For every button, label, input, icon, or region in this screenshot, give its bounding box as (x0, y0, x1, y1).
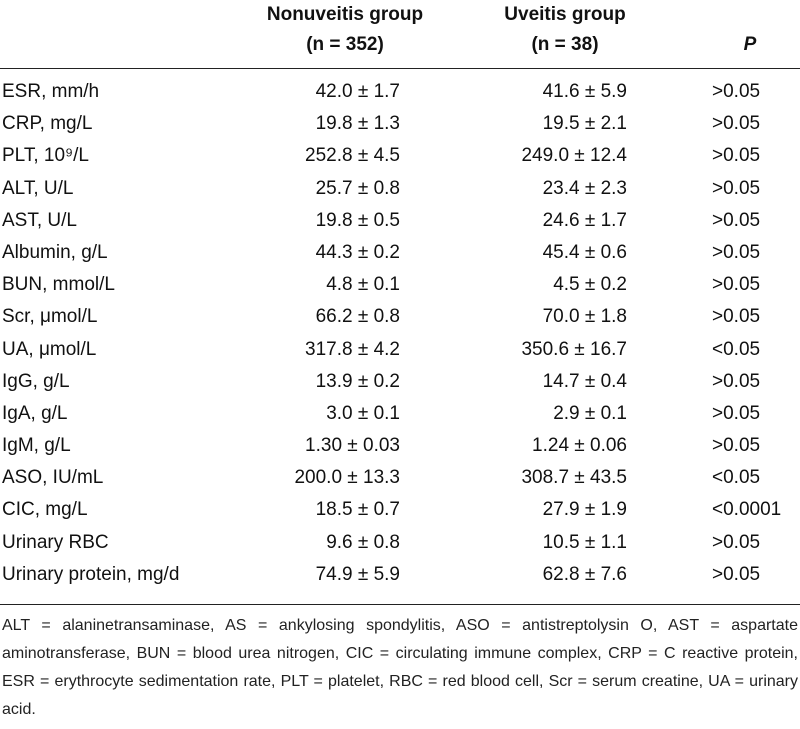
nonuveitis-value: 18.5 ± 0.7 (315, 499, 400, 521)
row-label: IgM, g/L (2, 435, 71, 457)
row-label: Urinary protein, mg/d (2, 563, 180, 585)
uveitis-value: 4.5 ± 0.2 (553, 274, 627, 296)
table-row: ASO, IU/mL 200.0 ± 13.3 308.7 ± 43.5 <0.05 (0, 462, 800, 494)
uveitis-value: 41.6 ± 5.9 (542, 81, 627, 102)
row-label: UA, μmol/L (2, 338, 97, 360)
p-value: >0.05 (712, 209, 761, 231)
header-uveitis-group: Uveitis group (n = 38) (490, 0, 640, 60)
table-row: IgG, g/L 13.9 ± 0.2 14.7 ± 0.4 >0.05 (0, 366, 800, 398)
footnote-divider (0, 604, 800, 605)
table-body: ESR, mm/h 42.0 ± 1.7 41.6 ± 5.9 >0.05 CRP, m… (0, 69, 800, 591)
uveitis-value: 70.0 ± 1.8 (542, 306, 627, 328)
uveitis-value: 2.9 ± 0.1 (553, 402, 627, 424)
row-label: CIC, mg/L (2, 499, 88, 521)
nonuveitis-value: 19.8 ± 0.5 (315, 209, 400, 231)
header-nonuveitis-title: Nonuveitis group (266, 4, 424, 25)
p-value: >0.05 (712, 435, 761, 457)
p-value: >0.05 (712, 306, 761, 328)
table-row: Scr, μmol/L 66.2 ± 0.8 70.0 ± 1.8 >0.05 (0, 301, 800, 333)
table-row: Urinary RBC 9.6 ± 0.8 10.5 ± 1.1 >0.05 (0, 527, 800, 559)
header-uveitis-n: (n = 38) (531, 34, 599, 55)
p-value: >0.05 (712, 241, 761, 263)
table-footnote: ALT = alaninetransaminase, AS = ankylosi… (2, 617, 798, 718)
p-value: >0.05 (712, 531, 761, 553)
uveitis-value: 14.7 ± 0.4 (542, 370, 627, 392)
row-label: ESR, mm/h (2, 81, 100, 102)
nonuveitis-value: 74.9 ± 5.9 (315, 563, 400, 585)
table-row: ALT, U/L 25.7 ± 0.8 23.4 ± 2.3 >0.05 (0, 173, 800, 205)
row-label: PLT, 10⁹/L (2, 145, 90, 167)
row-label: ALT, U/L (2, 177, 74, 199)
p-value: <0.05 (712, 338, 761, 360)
nonuveitis-value: 3.0 ± 0.1 (326, 402, 400, 424)
table-row: CRP, mg/L 19.8 ± 1.3 19.5 ± 2.1 >0.05 (0, 108, 800, 140)
row-label: IgA, g/L (2, 402, 68, 424)
nonuveitis-value: 25.7 ± 0.8 (315, 177, 400, 199)
nonuveitis-value: 4.8 ± 0.1 (326, 274, 400, 296)
table-row: IgM, g/L 1.30 ± 0.03 1.24 ± 0.06 >0.05 (0, 430, 800, 462)
row-label: ASO, IU/mL (2, 467, 104, 489)
header-nonuveitis-group: Nonuveitis group (n = 352) (250, 0, 440, 60)
p-value: >0.05 (712, 563, 761, 585)
p-value: >0.05 (712, 274, 761, 296)
nonuveitis-value: 19.8 ± 1.3 (315, 113, 400, 135)
row-label: IgG, g/L (2, 370, 70, 392)
uveitis-value: 249.0 ± 12.4 (521, 145, 627, 167)
uveitis-value: 1.24 ± 0.06 (532, 435, 627, 457)
p-value: >0.05 (712, 177, 761, 199)
nonuveitis-value: 42.0 ± 1.7 (315, 81, 400, 102)
table-row: Albumin, g/L 44.3 ± 0.2 45.4 ± 0.6 >0.05 (0, 237, 800, 269)
nonuveitis-value: 317.8 ± 4.2 (305, 338, 400, 360)
uveitis-value: 23.4 ± 2.3 (542, 177, 627, 199)
p-value: <0.0001 (712, 499, 782, 521)
row-label: Urinary RBC (2, 531, 109, 553)
nonuveitis-value: 1.30 ± 0.03 (305, 435, 400, 457)
row-label: Scr, μmol/L (2, 306, 98, 328)
uveitis-value: 27.9 ± 1.9 (542, 499, 627, 521)
uveitis-value: 308.7 ± 43.5 (521, 467, 627, 489)
nonuveitis-value: 13.9 ± 0.2 (315, 370, 400, 392)
header-uveitis-title: Uveitis group (504, 4, 626, 25)
p-value: >0.05 (712, 113, 761, 135)
nonuveitis-value: 44.3 ± 0.2 (315, 241, 400, 263)
table-row: ESR, mm/h 42.0 ± 1.7 41.6 ± 5.9 >0.05 (0, 76, 800, 108)
row-label: AST, U/L (2, 209, 77, 231)
table-row: IgA, g/L 3.0 ± 0.1 2.9 ± 0.1 >0.05 (0, 398, 800, 430)
table-row: CIC, mg/L 18.5 ± 0.7 27.9 ± 1.9 <0.0001 (0, 494, 800, 526)
results-table: Nonuveitis group (n = 352) Uveitis group… (0, 0, 800, 591)
table-row: UA, μmol/L 317.8 ± 4.2 350.6 ± 16.7 <0.05 (0, 334, 800, 366)
uveitis-value: 10.5 ± 1.1 (542, 531, 627, 553)
uveitis-value: 62.8 ± 7.6 (542, 563, 627, 585)
p-value: >0.05 (712, 402, 761, 424)
table-row: PLT, 10⁹/L 252.8 ± 4.5 249.0 ± 12.4 >0.05 (0, 140, 800, 172)
header-p-value: P (743, 34, 757, 55)
uveitis-value: 350.6 ± 16.7 (521, 338, 627, 360)
header-nonuveitis-n: (n = 352) (306, 34, 384, 55)
row-label: Albumin, g/L (2, 241, 108, 263)
nonuveitis-value: 66.2 ± 0.8 (315, 306, 400, 328)
row-label: BUN, mmol/L (2, 274, 115, 296)
row-label: CRP, mg/L (2, 113, 93, 135)
uveitis-value: 45.4 ± 0.6 (542, 241, 627, 263)
nonuveitis-value: 200.0 ± 13.3 (294, 467, 400, 489)
uveitis-value: 19.5 ± 2.1 (542, 113, 627, 135)
nonuveitis-value: 252.8 ± 4.5 (305, 145, 400, 167)
table-row: BUN, mmol/L 4.8 ± 0.1 4.5 ± 0.2 >0.05 (0, 269, 800, 301)
table-row: Urinary protein, mg/d 74.9 ± 5.9 62.8 ± 7.… (0, 559, 800, 591)
uveitis-value: 24.6 ± 1.7 (542, 209, 627, 231)
p-value: <0.05 (712, 467, 761, 489)
p-value: >0.05 (712, 145, 761, 167)
p-value: >0.05 (712, 81, 761, 102)
nonuveitis-value: 9.6 ± 0.8 (326, 531, 400, 553)
p-value: >0.05 (712, 370, 761, 392)
table-header: Nonuveitis group (n = 352) Uveitis group… (0, 0, 800, 69)
table-row: AST, U/L 19.8 ± 0.5 24.6 ± 1.7 >0.05 (0, 205, 800, 237)
